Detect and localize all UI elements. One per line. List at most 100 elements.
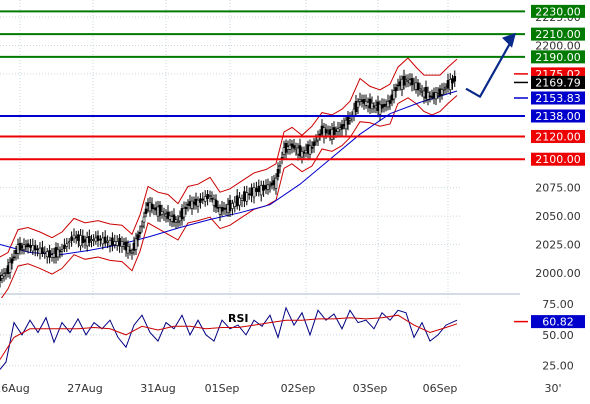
candle-body [12, 256, 16, 259]
candle-body [38, 247, 42, 254]
candle-body [124, 241, 128, 251]
candle-body [388, 100, 392, 104]
candle-body [2, 273, 6, 277]
candle-body [168, 215, 172, 220]
candle-body [184, 206, 188, 209]
value-tag-label: 2169.79 [535, 76, 581, 89]
candle-body [74, 236, 78, 239]
x-tick-label: 06Sep [423, 382, 458, 395]
candle-body [298, 145, 302, 157]
candle-body [26, 243, 30, 248]
candle-body [288, 144, 292, 150]
rsi-y-tick-label: 50.00 [542, 329, 574, 342]
candle-body [108, 239, 112, 246]
candle-body [308, 145, 312, 155]
candle-body [348, 118, 352, 121]
candle-body [257, 185, 261, 193]
candle-body [222, 207, 226, 210]
level-tag-label: 2120.00 [535, 130, 581, 143]
level-tag [531, 4, 585, 18]
x-tick-label: 01Sep [205, 382, 240, 395]
candle-body [106, 240, 109, 243]
candle-body [392, 90, 396, 100]
candle-body [154, 207, 158, 211]
candle-body [31, 245, 35, 252]
candle-body [250, 187, 253, 196]
bollinger-lower-band [0, 95, 458, 301]
level-tag [531, 27, 585, 41]
candle-body [356, 101, 360, 108]
candle-body [96, 235, 100, 241]
forecast-arrow-head [502, 32, 516, 48]
rsi-value-tag-label: 60.82 [542, 316, 574, 329]
candle-body [252, 187, 256, 198]
candle-body [99, 238, 102, 241]
candle-body [85, 237, 89, 247]
candle-body [192, 201, 196, 205]
candle-body [120, 241, 124, 247]
candle-body [90, 239, 93, 241]
candle-body [29, 244, 32, 248]
level-tag-label: 2190.00 [535, 51, 581, 64]
candle-body [65, 243, 69, 247]
candle-body [88, 236, 91, 244]
candle-body [194, 198, 198, 206]
candle-body [176, 221, 180, 223]
level-tag [531, 50, 585, 64]
candle-body [206, 193, 209, 199]
candle-body [208, 195, 212, 197]
candle-body [255, 188, 258, 192]
candle-body [56, 249, 60, 258]
candle-body [81, 235, 85, 243]
moving-average-line [0, 90, 458, 256]
level-tag [531, 129, 585, 143]
candle-body [235, 195, 239, 207]
candle-body [259, 185, 263, 196]
y-tick-label: 2200.00 [535, 39, 581, 52]
candle-body [0, 275, 4, 279]
rsi-y-tick-label: 75.00 [542, 298, 574, 311]
candle-body [152, 207, 156, 210]
candle-body [156, 206, 160, 217]
candle-body [268, 184, 272, 187]
candle-body [434, 92, 438, 100]
candle-body [172, 214, 176, 223]
candle-body [233, 201, 237, 207]
candle-body [190, 200, 194, 209]
candle-body [148, 202, 152, 212]
candle-body [48, 250, 51, 258]
candle-body [144, 208, 148, 214]
candle-body [92, 239, 95, 241]
candle-body [442, 88, 446, 91]
level-tag-label: 2138.00 [535, 110, 581, 123]
candle-body [448, 79, 452, 91]
candle-body [180, 208, 184, 220]
candle-body [128, 249, 132, 252]
candle-body [142, 216, 146, 223]
candle-body [340, 124, 344, 130]
candle-body [67, 241, 71, 244]
candle-body [218, 207, 222, 215]
candle-body [440, 89, 444, 95]
candle-body [188, 201, 192, 207]
candle-body [214, 199, 218, 208]
level-tag-label: 2210.00 [535, 28, 581, 41]
candle-body [446, 80, 450, 89]
level-tag [531, 109, 585, 123]
candle-body [126, 245, 130, 254]
candle-body [130, 251, 134, 254]
candle-body [247, 193, 251, 196]
candle-body [8, 261, 12, 273]
candle-body [6, 265, 10, 274]
candle-body [41, 247, 44, 254]
candle-body [166, 211, 170, 219]
candle-body [103, 236, 107, 244]
candle-body [77, 234, 80, 241]
candle-body [182, 207, 186, 218]
candles-group [0, 69, 457, 288]
axis-background [520, 0, 590, 400]
x-tick-label: 03Sep [353, 382, 388, 395]
